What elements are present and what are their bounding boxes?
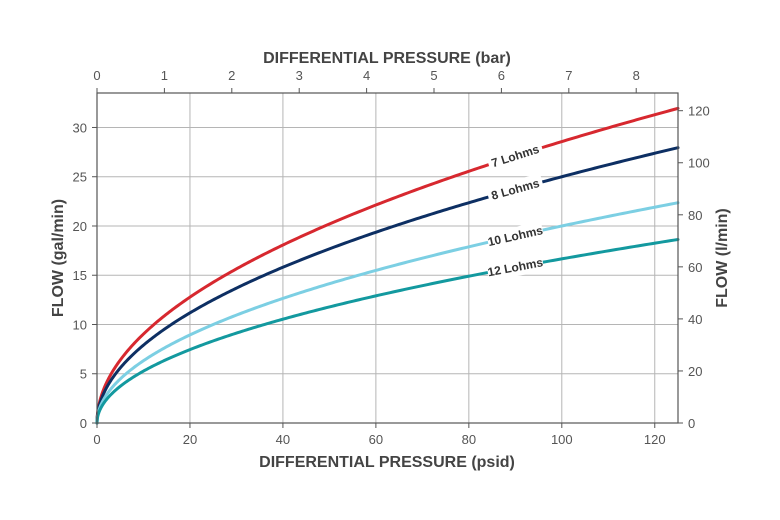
series-label-bg — [485, 138, 545, 174]
y-tick-label: 20 — [73, 219, 87, 234]
grid — [97, 93, 678, 423]
y2-axis-title: FLOW (l/min) — [714, 208, 731, 308]
x-tick-label: 80 — [462, 432, 476, 447]
x-tick-label: 20 — [183, 432, 197, 447]
y2-tick-label: 120 — [688, 104, 710, 119]
x-axis-title: DIFFERENTIAL PRESSURE (psid) — [259, 454, 515, 471]
x2-axis-title: DIFFERENTIAL PRESSURE (bar) — [263, 50, 511, 67]
y-tick-label: 5 — [80, 367, 87, 382]
y-tick-label: 15 — [73, 268, 87, 283]
y2-tick-label: 80 — [688, 208, 702, 223]
x2-tick-label: 3 — [296, 68, 303, 83]
x2-tick-label: 2 — [228, 68, 235, 83]
y2-tick-label: 40 — [688, 312, 702, 327]
y2-tick-label: 100 — [688, 156, 710, 171]
x-tick-label: 0 — [93, 432, 100, 447]
series-label-group: 8 Lohms — [485, 173, 545, 206]
x-tick-label: 120 — [644, 432, 666, 447]
x2-tick-label: 4 — [363, 68, 370, 83]
x2-tick-label: 6 — [498, 68, 505, 83]
series-line-7-lohms — [95, 106, 680, 425]
x2-tick-label: 1 — [161, 68, 168, 83]
y-axis-title: FLOW (gal/min) — [50, 199, 67, 317]
x2-tick-label: 8 — [633, 68, 640, 83]
y-tick-label: 25 — [73, 170, 87, 185]
x-tick-label: 100 — [551, 432, 573, 447]
y-tick-label: 0 — [80, 416, 87, 431]
x2-tick-label: 7 — [565, 68, 572, 83]
y2-tick-label: 20 — [688, 364, 702, 379]
series-label: 8 Lohms — [490, 176, 542, 203]
series-label-group: 7 Lohms — [485, 138, 545, 174]
y-tick-label: 30 — [73, 120, 87, 135]
series-label-bg — [486, 253, 545, 282]
x2-tick-label: 5 — [430, 68, 437, 83]
y2-tick-label: 0 — [688, 416, 695, 431]
plot-frame — [96, 92, 679, 424]
x2-tick-label: 0 — [93, 68, 100, 83]
series-label-group: 12 Lohms — [486, 253, 545, 282]
y2-tick-label: 60 — [688, 260, 702, 275]
series-label: 7 Lohms — [490, 142, 542, 170]
x-tick-label: 40 — [276, 432, 290, 447]
series-line-8-lohms — [95, 146, 680, 425]
x-tick-label: 60 — [369, 432, 383, 447]
y-tick-label: 10 — [73, 317, 87, 332]
series-label-bg — [486, 221, 545, 251]
series-line-10-lohms — [95, 201, 680, 425]
series-label-bg — [485, 173, 545, 206]
